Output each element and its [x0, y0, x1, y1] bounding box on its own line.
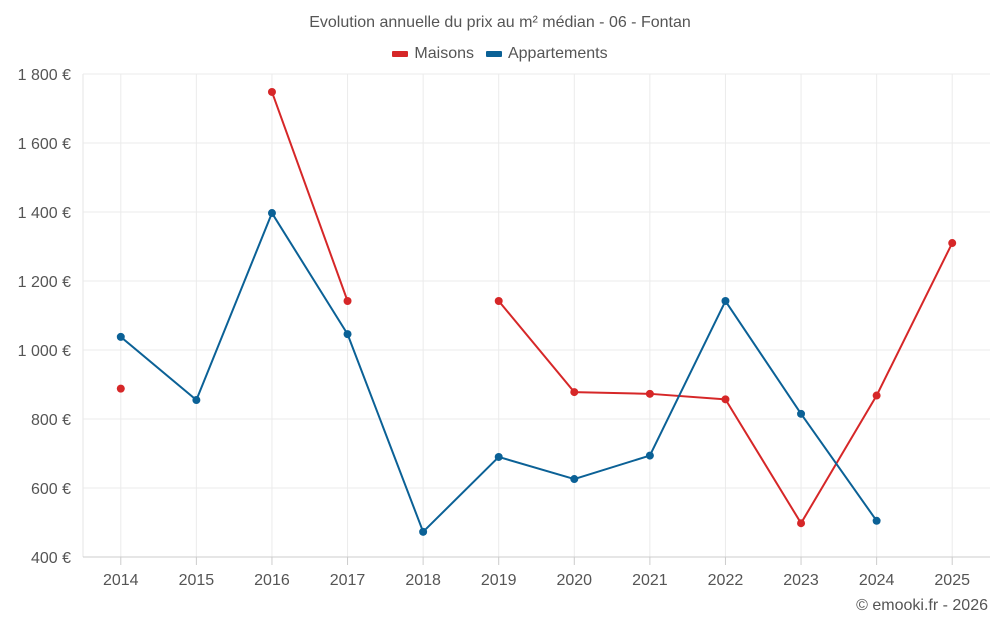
data-point-maisons: [267, 87, 276, 96]
data-point-maisons: [570, 388, 579, 397]
chart-title: Evolution annuelle du prix au m² médian …: [309, 14, 691, 31]
data-point-maisons: [948, 239, 957, 248]
copyright-footer: © emooki.fr - 2026: [856, 597, 988, 614]
y-tick-label: 800 €: [31, 412, 71, 429]
data-point-appartements: [872, 516, 881, 525]
data-point-appartements: [192, 396, 201, 405]
x-tick-label: 2022: [708, 572, 744, 589]
x-tick-label: 2020: [556, 572, 592, 589]
y-tick-label: 1 600 €: [18, 136, 71, 153]
x-tick-label: 2018: [405, 572, 441, 589]
x-tick-label: 2024: [859, 572, 895, 589]
x-tick-label: 2017: [330, 572, 366, 589]
data-point-appartements: [721, 297, 730, 306]
y-tick-label: 1 000 €: [18, 343, 71, 360]
data-point-appartements: [116, 332, 125, 341]
data-point-maisons: [721, 395, 730, 404]
x-tick-label: 2023: [783, 572, 819, 589]
x-tick-label: 2021: [632, 572, 668, 589]
legend-item-appartements[interactable]: Appartements: [485, 45, 608, 63]
data-point-maisons: [116, 384, 125, 393]
data-point-appartements: [343, 330, 352, 339]
y-tick-label: 1 800 €: [18, 67, 71, 84]
data-point-maisons: [797, 519, 806, 528]
series-line-maisons: [271, 91, 349, 302]
data-point-appartements: [645, 451, 654, 460]
legend-label-appartements: Appartements: [507, 45, 608, 62]
x-tick-label: 2025: [934, 572, 970, 589]
data-point-appartements: [797, 409, 806, 418]
data-point-maisons: [343, 297, 352, 306]
data-point-appartements: [494, 452, 503, 461]
y-tick-label: 1 200 €: [18, 274, 71, 291]
legend-swatch-maisons: [392, 51, 409, 57]
data-point-appartements: [267, 209, 276, 218]
data-point-maisons: [494, 297, 503, 306]
y-tick-label: 400 €: [31, 550, 71, 567]
x-tick-label: 2015: [179, 572, 215, 589]
y-tick-label: 1 400 €: [18, 205, 71, 222]
x-tick-label: 2019: [481, 572, 517, 589]
x-tick-label: 2014: [103, 572, 139, 589]
data-point-appartements: [419, 527, 428, 536]
legend-item-maisons[interactable]: Maisons: [392, 45, 474, 63]
chart-legend: Maisons Appartements: [0, 45, 1000, 63]
y-tick-label: 600 €: [31, 481, 71, 498]
data-point-maisons: [872, 391, 881, 400]
legend-label-maisons: Maisons: [414, 45, 474, 62]
legend-swatch-appartements: [485, 51, 502, 57]
data-point-appartements: [570, 475, 579, 484]
x-tick-label: 2016: [254, 572, 290, 589]
data-point-maisons: [645, 389, 654, 398]
